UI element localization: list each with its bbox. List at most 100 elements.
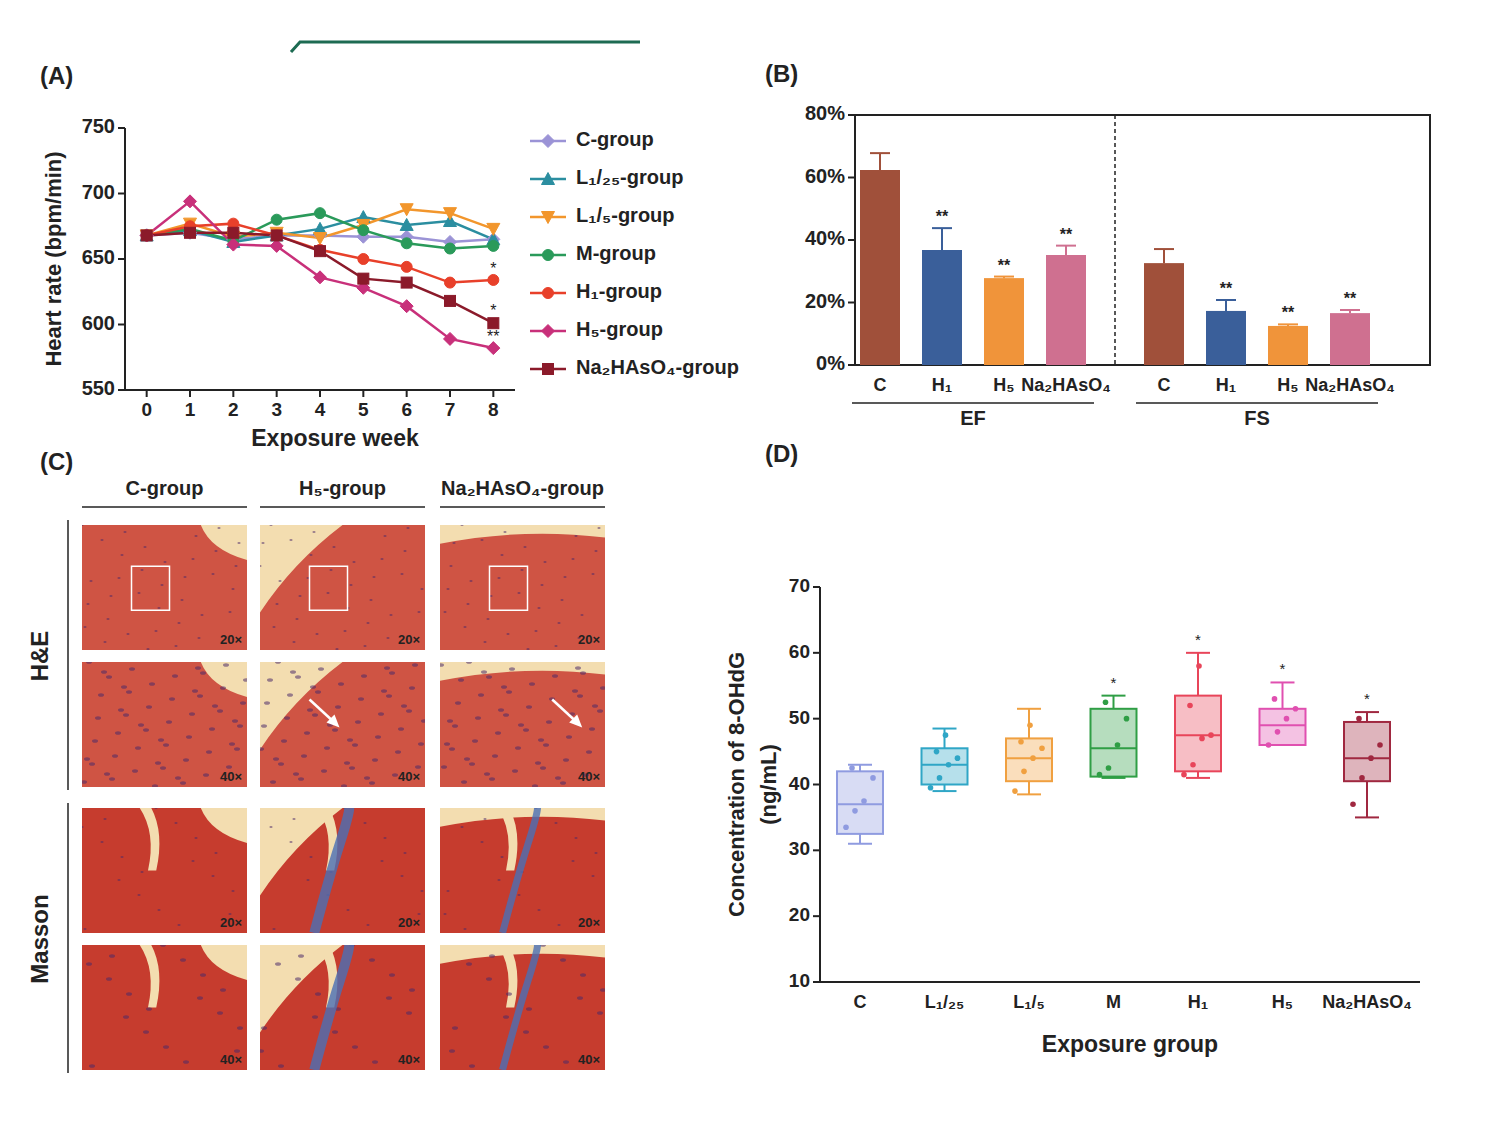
significance: ** [1282,304,1295,321]
nucleus [412,663,418,667]
nucleus [417,611,420,613]
nucleus [352,743,358,747]
point [271,230,282,241]
point [543,250,554,261]
point [401,261,412,272]
nucleus [403,852,406,854]
box [1091,709,1137,777]
point [852,808,858,814]
nucleus [526,1007,532,1011]
point [487,223,500,235]
nucleus [497,577,500,579]
median [1175,734,1221,736]
nucleus [143,728,149,732]
nucleus [597,709,603,713]
nucleus [501,685,507,689]
y-tick-label: 30 [789,838,810,859]
tissue-gap [498,945,518,1008]
whisker-cap-high [1017,708,1041,710]
nucleus [121,685,127,689]
y-tick-label: 80% [805,102,845,124]
nucleus [472,739,478,743]
point [314,233,327,245]
y-tick [813,981,820,983]
whisker-cap-low [848,843,872,845]
x-tick-label: 5 [358,399,369,420]
point [400,204,413,216]
nucleus [200,671,206,675]
nucleus [177,924,180,926]
nucleus [506,992,512,996]
point [358,273,369,284]
nucleus [364,776,370,780]
x-tick-label: 3 [271,399,282,420]
nucleus [335,705,341,709]
nucleus [574,837,577,839]
nucleus [194,535,197,537]
nucleus [243,678,247,682]
error-bar-cap [1056,245,1076,247]
x-tick [276,390,278,397]
nucleus [146,648,149,650]
nucleus [260,747,264,751]
tissue [440,662,605,787]
error-bar-cap [1154,248,1174,250]
nucleus [157,909,160,911]
point [270,229,283,241]
nucleus [132,769,138,773]
nucleus [554,822,557,824]
point [1181,772,1187,778]
nucleus [89,580,92,582]
bar [1206,311,1246,365]
nucleus [143,1030,149,1034]
nucleus [155,761,161,765]
tissue-gap [440,808,605,827]
y-tick-label: 700 [82,181,115,203]
nucleus [341,784,347,787]
error-bar [1154,249,1174,263]
y-axis-title: Concentration of 8-OHdG [724,652,749,917]
nucleus [526,705,532,709]
point [1284,716,1290,722]
nucleus [463,928,466,930]
micrograph [260,525,425,650]
nucleus [540,584,543,586]
nucleus [543,1045,549,1049]
point [401,277,412,288]
nucleus [577,996,583,1000]
median [1006,757,1052,759]
x-tick-label: 8 [488,399,499,420]
nucleus [123,1015,129,1019]
x-tick-label: H₁ [932,375,952,395]
nucleus [363,645,366,647]
error-bar-stem [1065,246,1067,255]
nucleus [146,705,152,709]
y-tick-label: 600 [82,312,115,334]
nucleus [452,724,458,728]
point [445,243,456,254]
nucleus [293,772,299,776]
magnification-label: 20× [398,632,420,647]
x-tick-label: Na₂HAsO₄ [1021,375,1111,395]
nucleus [229,742,235,746]
significance: * [1280,660,1286,677]
y-tick [848,114,855,116]
error-bar-cap [1216,299,1236,301]
nucleus [446,588,449,590]
nucleus [123,713,129,717]
nucleus [195,666,201,670]
point [1103,699,1109,705]
micrograph [260,808,425,933]
nucleus [506,690,512,694]
nucleus [272,626,275,628]
legend-label: Na₂HAsO₄-group [576,356,739,378]
point [928,785,934,791]
magnification-label: 40× [398,769,420,784]
point [1377,742,1383,748]
y-tick-label: 750 [82,115,115,137]
nucleus [372,758,378,762]
point [1124,716,1130,722]
nucleus [206,750,212,754]
nucleus [237,724,243,728]
nucleus [295,977,301,981]
